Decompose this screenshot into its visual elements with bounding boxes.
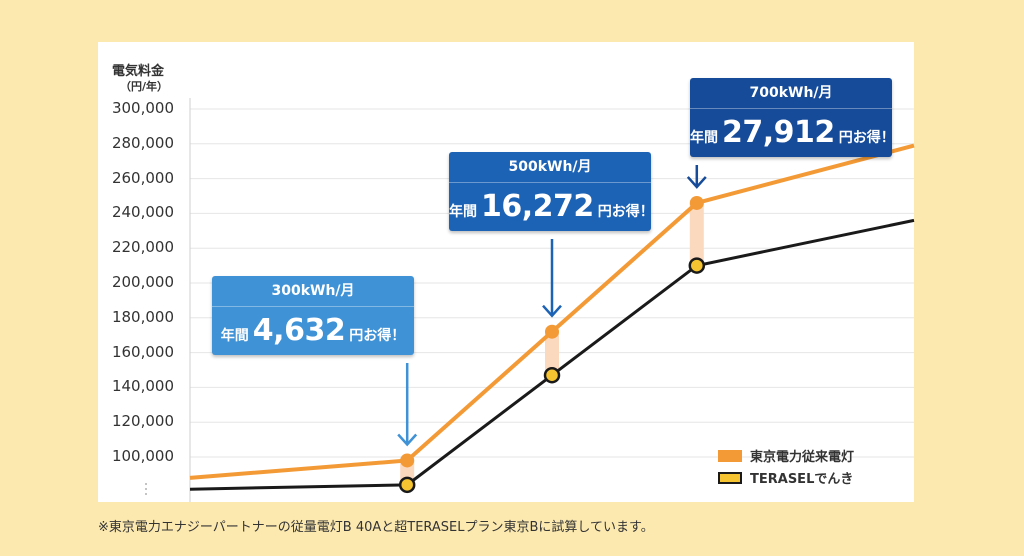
data-point-terasel: [688, 257, 706, 274]
callout-prefix: 年間: [220, 328, 249, 344]
callout-prefix: 年間: [449, 204, 477, 220]
callout-saving-amount: 27,912: [722, 115, 835, 150]
axis-break-dot: [145, 493, 147, 495]
y-tick-label: 180,000: [111, 307, 174, 326]
callout-usage: 500kWh/月: [449, 152, 651, 183]
y-tick-label: 140,000: [111, 377, 174, 396]
y-tick-label: 160,000: [111, 342, 174, 361]
legend-swatch-yellow: [718, 472, 742, 484]
legend-label: TERASELでんき: [750, 472, 854, 487]
callout-suffix: 円お得！: [349, 328, 406, 344]
y-axis-unit: （円/年）: [120, 80, 169, 93]
footnote: ※東京電力エナジーパートナーの従量電灯B 40Aと超TERASELプラン東京Bに…: [98, 520, 654, 535]
saving-gap-bar: [545, 331, 559, 376]
callout-saving-amount: 16,272: [481, 189, 594, 224]
y-tick-label: 120,000: [111, 412, 174, 431]
legend-label: 東京電力従来電灯: [750, 450, 855, 465]
y-tick-label: 300,000: [111, 99, 174, 117]
callout-usage: 300kWh/月: [212, 276, 414, 307]
callout-arrow-head: [397, 433, 418, 447]
legend-swatch-orange: [718, 450, 742, 462]
y-tick-label: 240,000: [111, 203, 174, 222]
callout-suffix: 円お得！: [838, 130, 895, 146]
axis-break-dot: [145, 483, 147, 485]
callout-prefix: 年間: [690, 130, 718, 146]
callout-saving-text: 年間 4,632 円お得！: [212, 307, 414, 355]
callout-saving-text: 年間 16,272 円お得！: [449, 183, 654, 231]
data-point-terasel: [543, 366, 561, 384]
callout-700kwh: 700kWh/月 年間 27,912 円お得！: [690, 78, 895, 157]
callout-usage: 700kWh/月: [690, 78, 892, 109]
callout-500kwh: 500kWh/月 年間 16,272 円お得！: [449, 152, 654, 231]
y-tick-label: 220,000: [111, 238, 174, 257]
callout-300kwh: 300kWh/月 年間 4,632 円お得！: [212, 276, 414, 355]
legend-item-tepco: 東京電力従来電灯: [718, 446, 854, 465]
callout-arrow-head: [686, 176, 707, 189]
callout-suffix: 円お得！: [597, 204, 654, 220]
y-tick-label: 100,000: [111, 447, 174, 465]
callout-saving-amount: 4,632: [252, 313, 346, 348]
y-tick-label: 200,000: [111, 273, 174, 291]
y-tick-label: 280,000: [111, 133, 174, 152]
data-point-terasel: [398, 476, 416, 494]
data-point-tepco: [689, 195, 704, 210]
data-point-tepco: [545, 324, 559, 339]
callout-arrow-head: [542, 304, 562, 318]
callout-saving-text: 年間 27,912 円お得！: [690, 109, 895, 157]
legend-item-terasel: TERASELでんき: [718, 468, 853, 487]
data-point-tepco: [400, 453, 415, 468]
axis-break-dot: [145, 488, 147, 490]
saving-gap-bar: [689, 202, 704, 266]
y-axis-title: 電気料金: [112, 64, 165, 79]
y-tick-label: 260,000: [111, 168, 174, 187]
